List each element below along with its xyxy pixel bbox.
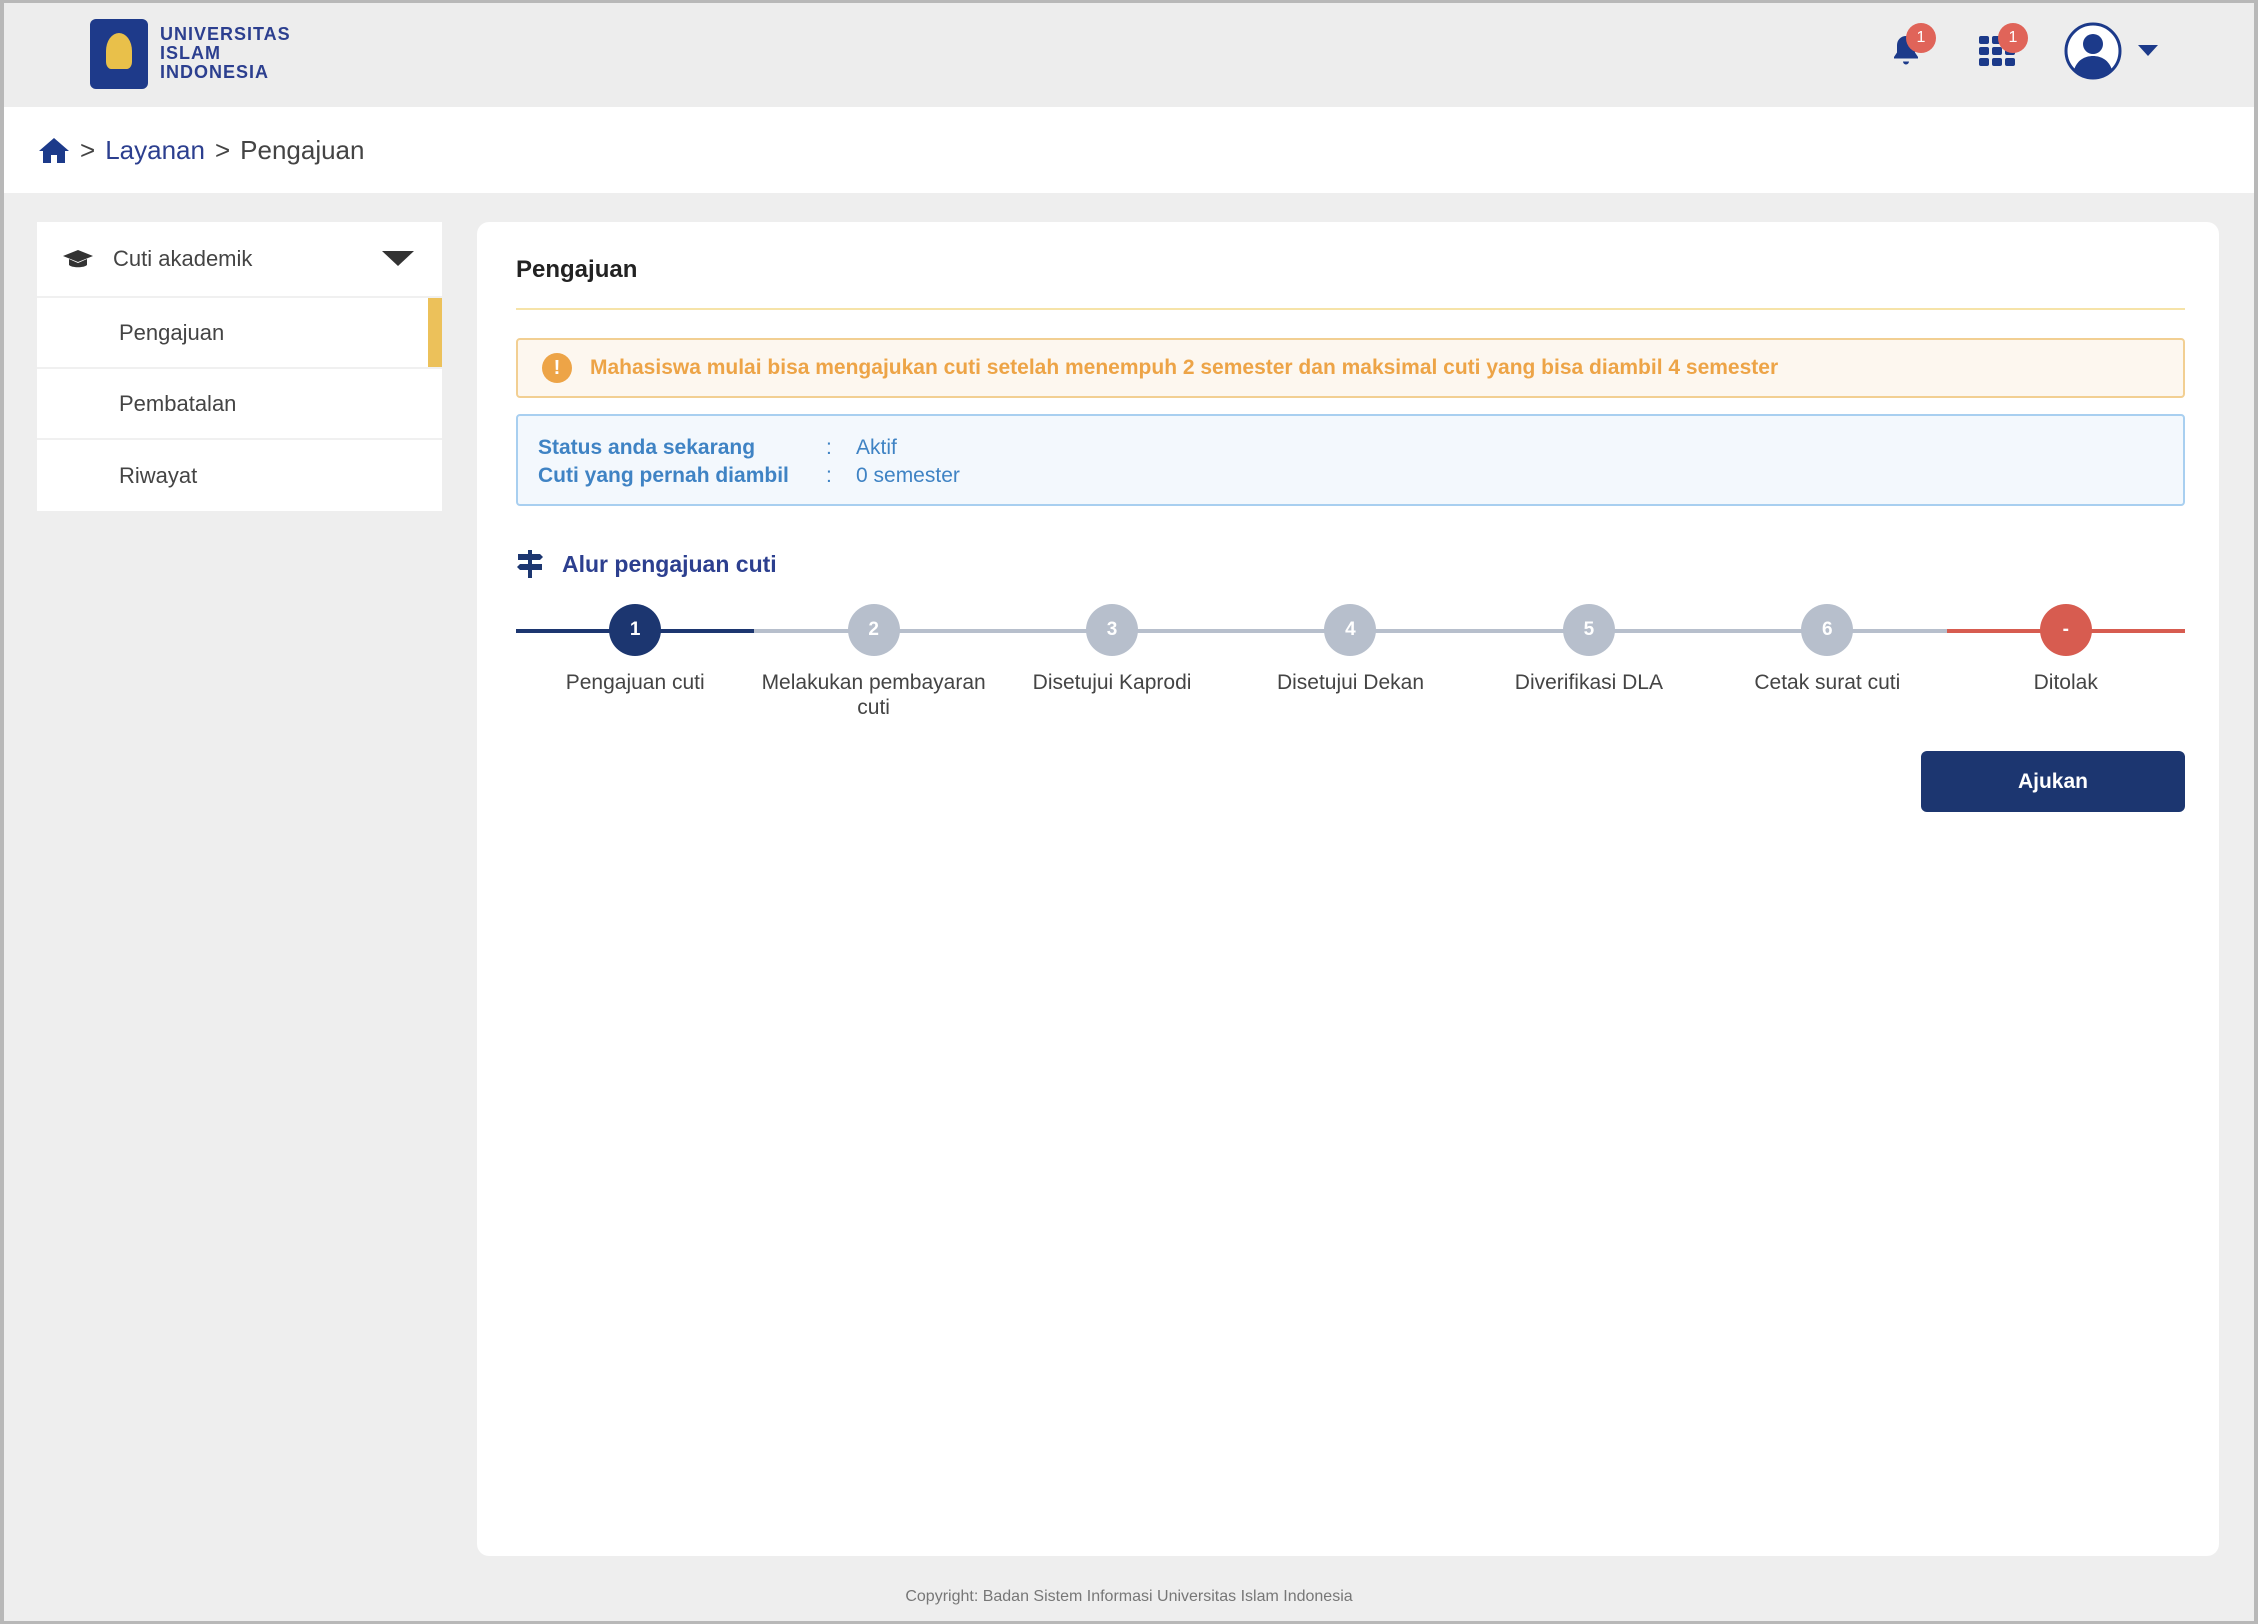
logo-line: INDONESIA <box>160 62 270 82</box>
step-label: Cetak surat cuti <box>1754 671 1901 694</box>
graduation-cap-icon <box>63 250 93 268</box>
university-logo[interactable]: UNIVERSITAS ISLAM INDONESIA <box>90 19 291 89</box>
step-label: Ditolak <box>2033 671 2098 694</box>
sidebar-group-cuti-akademik[interactable]: Cuti akademik <box>37 222 442 298</box>
step-label: Pengajuan cuti <box>565 671 705 694</box>
home-icon[interactable] <box>38 136 70 164</box>
user-avatar-icon <box>2064 22 2122 80</box>
breadcrumb-layanan[interactable]: Layanan <box>105 134 205 165</box>
step-number: 5 <box>1562 604 1615 656</box>
sidebar-item-label: Pembatalan <box>119 390 237 416</box>
logo-line: ISLAM <box>160 43 221 63</box>
info-sep: : <box>826 436 832 459</box>
user-menu-button[interactable] <box>2064 22 2174 80</box>
flow-title: Alur pengajuan cuti <box>562 550 777 577</box>
notifications-button[interactable]: 1 <box>1880 23 1936 77</box>
app-frame: UNIVERSITAS ISLAM INDONESIA 1 1 > Layana… <box>4 3 2254 1621</box>
step-number: 3 <box>1086 604 1139 656</box>
sidebar-item-riwayat[interactable]: Riwayat <box>37 440 442 511</box>
main-card: Pengajuan ! Mahasiswa mulai bisa mengaju… <box>477 222 2219 1556</box>
step-label: Disetujui Kaprodi <box>1032 671 1192 694</box>
warning-alert: ! Mahasiswa mulai bisa mengajukan cuti s… <box>516 338 2185 398</box>
step-number: 1 <box>609 604 662 656</box>
step-number: 2 <box>847 604 900 656</box>
step-1: 1 Pengajuan cuti <box>516 602 755 722</box>
step-6: 6 Cetak surat cuti <box>1708 602 1947 722</box>
info-value: 0 semester <box>856 464 960 487</box>
flow-stepper: 1 Pengajuan cuti 2 Melakukan pembayaran cut… <box>516 602 2185 722</box>
page-title: Pengajuan <box>516 256 638 283</box>
step-label: Disetujui Dekan <box>1276 671 1425 694</box>
info-row-cuti: Cuti yang pernah diambil: 0 semester <box>538 462 2163 490</box>
sidebar-item-pembatalan[interactable]: Pembatalan <box>37 369 442 440</box>
chevron-down-icon <box>382 251 414 266</box>
sidebar: Cuti akademik Pengajuan Pembatalan Riway… <box>37 222 442 511</box>
step-number: - <box>2039 604 2092 656</box>
step-label: Diverifikasi DLA <box>1514 671 1663 694</box>
info-label: Status anda sekarang <box>538 436 756 459</box>
info-label: Cuti yang pernah diambil <box>538 464 789 487</box>
top-header: UNIVERSITAS ISLAM INDONESIA 1 1 <box>4 3 2254 107</box>
warning-text: Mahasiswa mulai bisa mengajukan cuti set… <box>590 356 1779 379</box>
flow-heading: Alur pengajuan cuti <box>516 550 777 578</box>
sidebar-group-label: Cuti akademik <box>113 246 253 271</box>
step-3: 3 Disetujui Kaprodi <box>992 602 1232 722</box>
step-7: - Ditolak <box>1946 602 2185 722</box>
step-2: 2 Melakukan pembayaran cuti <box>754 602 993 722</box>
logo-line: UNIVERSITAS <box>160 24 291 44</box>
breadcrumb: > Layanan > Pengajuan <box>4 107 2254 193</box>
notification-badge: 1 <box>1906 23 1936 53</box>
info-value: Aktif <box>856 436 897 459</box>
apps-badge: 1 <box>1998 23 2028 53</box>
exclamation-icon: ! <box>542 353 572 383</box>
sidebar-item-pengajuan[interactable]: Pengajuan <box>37 298 442 369</box>
signpost-icon <box>517 550 543 578</box>
step-label: Melakukan pembayaran cuti <box>761 671 986 719</box>
breadcrumb-separator: > <box>214 134 231 165</box>
logo-emblem-icon <box>90 19 148 89</box>
breadcrumb-separator: > <box>80 134 96 165</box>
footer-copyright: Copyright: Badan Sistem Informasi Univer… <box>905 1588 1353 1605</box>
step-5: 5 Diverifikasi DLA <box>1469 602 1709 722</box>
ajukan-button[interactable]: Ajukan <box>1921 751 2185 812</box>
title-divider <box>516 308 2185 310</box>
apps-button[interactable]: 1 <box>1972 23 2028 77</box>
info-row-status: Status anda sekarang: Aktif <box>538 434 2163 462</box>
status-info-box: Status anda sekarang: Aktif Cuti yang per… <box>516 414 2185 506</box>
step-4: 4 Disetujui Dekan <box>1231 602 1470 722</box>
info-sep: : <box>826 464 832 487</box>
step-number: 4 <box>1324 604 1377 656</box>
breadcrumb-current: Pengajuan <box>240 134 365 165</box>
caret-down-icon <box>2138 45 2158 56</box>
step-number: 6 <box>1801 604 1854 656</box>
sidebar-item-label: Riwayat <box>119 462 198 488</box>
sidebar-item-label: Pengajuan <box>119 319 225 345</box>
